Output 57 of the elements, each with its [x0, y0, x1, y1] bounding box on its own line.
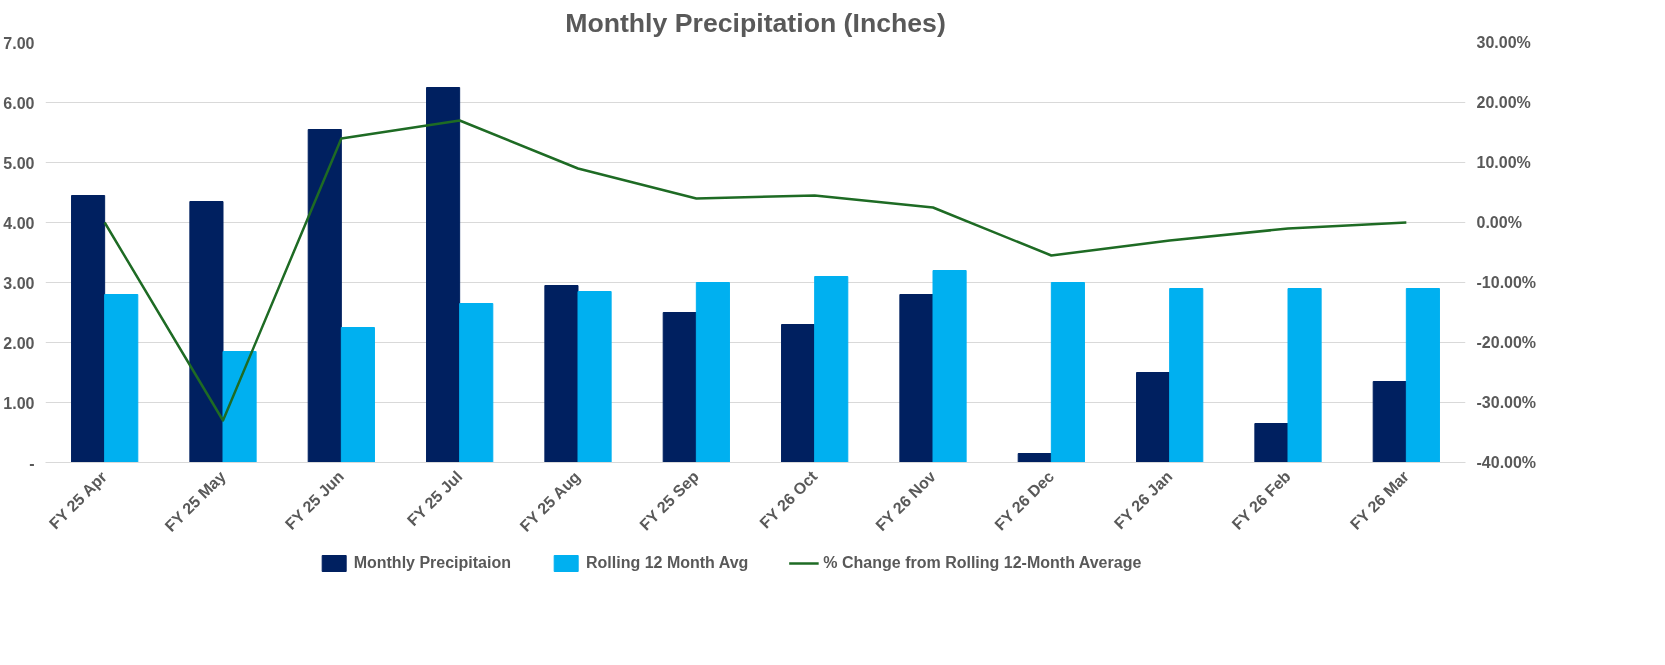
y-tick-label: 5.00 [3, 154, 35, 172]
y2-tick-label: -40.00% [1476, 454, 1537, 471]
x-tick-label: FY 26 Feb [1228, 467, 1294, 533]
line-series [103, 119, 1408, 422]
bar [781, 324, 816, 463]
bar [1287, 288, 1322, 463]
bar [662, 312, 697, 463]
x-tick-label: FY 26 Oct [756, 467, 821, 532]
y-tick-label: 1.00 [3, 394, 35, 412]
legend-label: Rolling 12 Month Avg [586, 554, 749, 572]
bar [1017, 453, 1052, 463]
bar [1136, 372, 1171, 463]
bar [932, 270, 967, 463]
x-tick-label: FY 25 Aug [516, 468, 584, 535]
y-tick-label: 3.00 [3, 274, 35, 292]
y2-tick-label: -30.00% [1476, 394, 1537, 411]
x-tick-label: FY 25 Apr [45, 468, 111, 533]
bar [307, 129, 342, 463]
x-tick-label: FY 26 Mar [1346, 467, 1413, 533]
y2-tick-label: 30.00% [1476, 34, 1531, 51]
bar [459, 303, 494, 463]
chart-title: Monthly Precipitation (Inches) [565, 7, 946, 38]
legend-label: Monthly Precipitaion [353, 554, 511, 572]
y2-tick-label: -20.00% [1476, 334, 1537, 351]
bar [1169, 288, 1204, 463]
bar [1372, 381, 1407, 463]
x-tick-label: FY 26 Dec [991, 467, 1058, 534]
x-tick-label: FY 25 Jun [281, 467, 348, 533]
y-tick-label: 6.00 [3, 94, 35, 112]
bar [340, 327, 375, 463]
x-tick-label: FY 25 May [161, 467, 229, 535]
bar [1405, 288, 1440, 463]
y2-tick-label: 20.00% [1476, 94, 1531, 111]
x-tick-label: FY 25 Jul [403, 467, 466, 530]
x-tick-label: FY 26 Nov [872, 467, 939, 535]
bar [71, 195, 106, 463]
bar [695, 282, 730, 463]
y2-tick-label: 0.00% [1476, 214, 1522, 231]
bar [814, 276, 849, 463]
bar [222, 351, 257, 463]
y-tick-label: 2.00 [3, 334, 35, 352]
bar [426, 87, 461, 463]
bar [1050, 282, 1085, 463]
y-tick-label: 7.00 [3, 34, 35, 52]
bar [544, 285, 579, 463]
x-tick-label: FY 25 Sep [636, 467, 703, 534]
legend-label: % Change from Rolling 12-Month Average [823, 554, 1142, 572]
bar [1254, 423, 1289, 463]
bar [577, 291, 612, 463]
bar [104, 294, 139, 463]
y2-tick-label: 10.00% [1476, 154, 1531, 171]
bar [899, 294, 934, 463]
bar [189, 201, 224, 463]
y2-tick-label: -10.00% [1476, 274, 1537, 291]
y-tick-label: 4.00 [3, 214, 35, 232]
x-tick-label: FY 26 Jan [1110, 467, 1176, 533]
y-tick-label: - [29, 454, 35, 472]
